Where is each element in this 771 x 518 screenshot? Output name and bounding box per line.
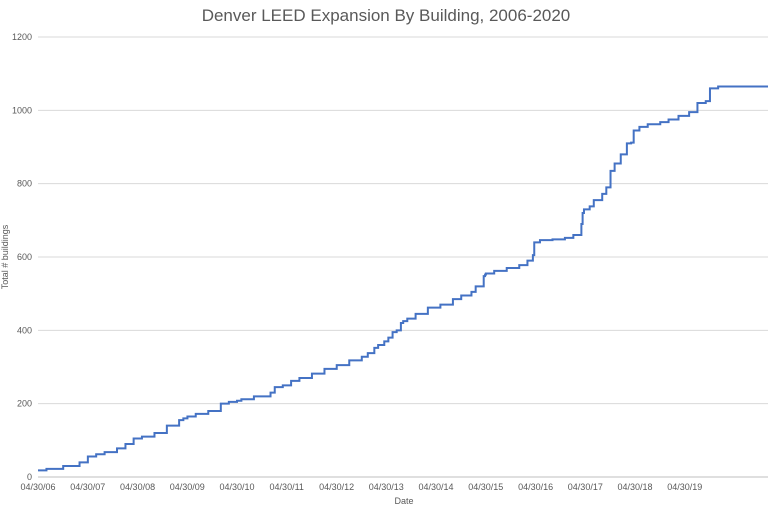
- x-tick-layer: 04/30/06 04/30/07 04/30/08 04/30/09 04/30/10…: [20, 482, 702, 492]
- x-axis-title: Date: [394, 496, 413, 506]
- y-tick-label-1200: 1200: [12, 32, 32, 42]
- x-tick-label-8: 04/30/14: [419, 482, 454, 492]
- x-tick-label-2: 04/30/08: [120, 482, 155, 492]
- series-layer: [38, 85, 768, 472]
- x-tick-label-12: 04/30/18: [618, 482, 653, 492]
- x-tick-label-5: 04/30/11: [270, 482, 304, 492]
- x-tick-label-3: 04/30/09: [170, 482, 205, 492]
- x-tick-label-13: 04/30/19: [667, 482, 702, 492]
- x-tick-label-0: 04/30/06: [20, 482, 55, 492]
- grid-layer: [38, 36, 768, 478]
- y-tick-label-600: 600: [17, 252, 32, 262]
- y-tick-label-0: 0: [27, 472, 32, 482]
- x-tick-label-11: 04/30/17: [568, 482, 603, 492]
- x-tick-label-4: 04/30/10: [219, 482, 254, 492]
- x-tick-label-10: 04/30/16: [518, 482, 553, 492]
- y-tick-label-1000: 1000: [12, 105, 32, 115]
- y-tick-label-400: 400: [17, 325, 32, 335]
- series-line-0: [38, 85, 768, 472]
- x-tick-label-7: 04/30/13: [369, 482, 404, 492]
- y-tick-label-200: 200: [17, 399, 32, 409]
- y-axis-title: Total # buildings: [0, 224, 10, 289]
- chart-title: Denver LEED Expansion By Building, 2006-…: [202, 6, 571, 25]
- x-tick-label-9: 04/30/15: [468, 482, 503, 492]
- x-tick-label-6: 04/30/12: [319, 482, 354, 492]
- y-tick-layer: 0 200 400 600 800 1000 1200: [12, 32, 32, 482]
- y-tick-label-800: 800: [17, 179, 32, 189]
- x-tick-label-1: 04/30/07: [70, 482, 105, 492]
